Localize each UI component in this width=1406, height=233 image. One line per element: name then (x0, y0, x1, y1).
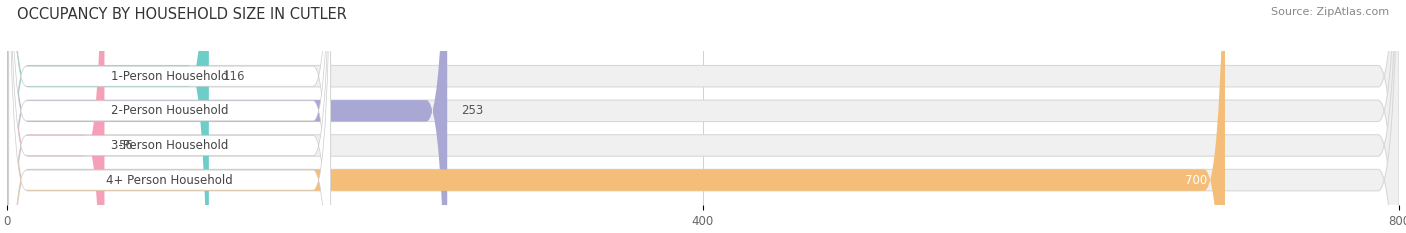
FancyBboxPatch shape (8, 0, 330, 233)
FancyBboxPatch shape (7, 0, 1399, 233)
FancyBboxPatch shape (8, 0, 330, 233)
FancyBboxPatch shape (7, 0, 1399, 233)
FancyBboxPatch shape (8, 0, 330, 233)
Text: 3-Person Household: 3-Person Household (111, 139, 228, 152)
FancyBboxPatch shape (7, 0, 1225, 233)
Text: 700: 700 (1185, 174, 1208, 187)
FancyBboxPatch shape (8, 0, 330, 233)
FancyBboxPatch shape (7, 0, 1399, 233)
FancyBboxPatch shape (7, 0, 1399, 233)
Text: OCCUPANCY BY HOUSEHOLD SIZE IN CUTLER: OCCUPANCY BY HOUSEHOLD SIZE IN CUTLER (17, 7, 347, 22)
Text: 253: 253 (461, 104, 484, 117)
FancyBboxPatch shape (7, 0, 447, 233)
Text: 56: 56 (118, 139, 134, 152)
Text: 1-Person Household: 1-Person Household (111, 70, 228, 83)
FancyBboxPatch shape (7, 0, 104, 233)
FancyBboxPatch shape (7, 0, 209, 233)
Text: 116: 116 (222, 70, 245, 83)
Text: Source: ZipAtlas.com: Source: ZipAtlas.com (1271, 7, 1389, 17)
Text: 4+ Person Household: 4+ Person Household (107, 174, 233, 187)
Text: 2-Person Household: 2-Person Household (111, 104, 228, 117)
